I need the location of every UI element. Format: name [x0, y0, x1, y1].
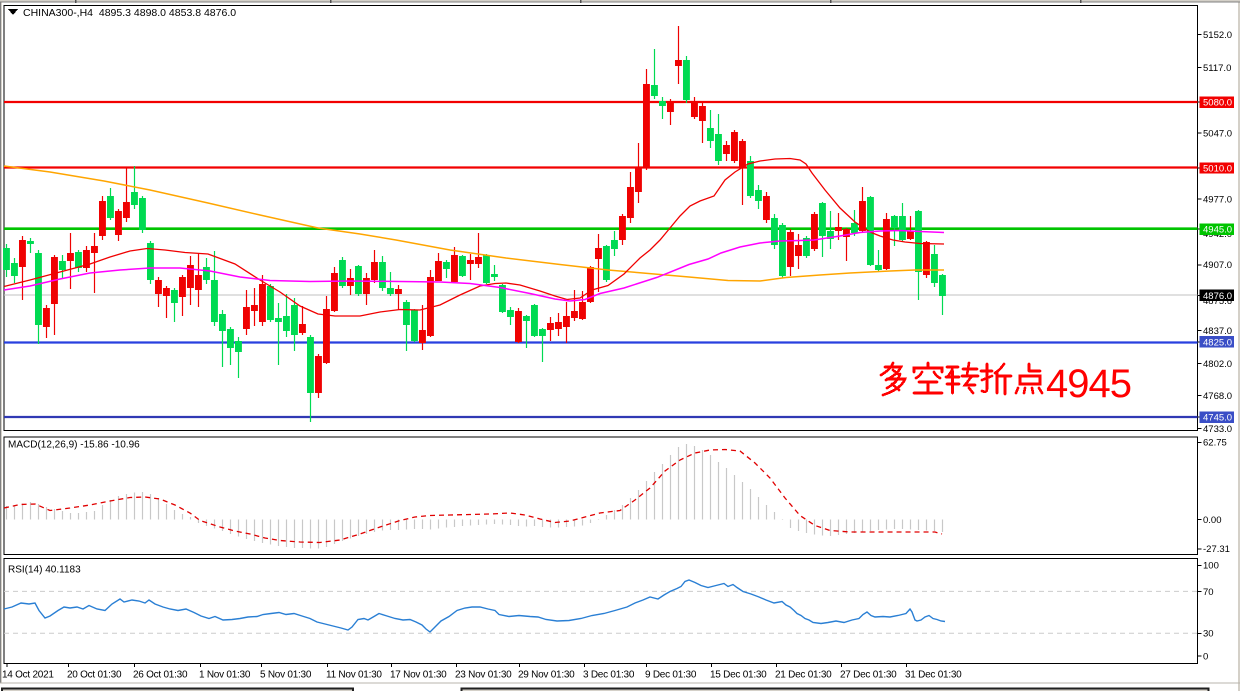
svg-text:9 Dec 01:30: 9 Dec 01:30 [645, 670, 697, 681]
svg-text:4768.0: 4768.0 [1203, 391, 1232, 402]
svg-text:26 Oct 01:30: 26 Oct 01:30 [133, 670, 188, 681]
svg-text:11 Nov 01:30: 11 Nov 01:30 [326, 670, 382, 681]
svg-text:5010.0: 5010.0 [1203, 163, 1232, 174]
svg-text:4875.6: 4875.6 [1203, 296, 1232, 307]
svg-text:4876.0: 4876.0 [1203, 291, 1232, 302]
svg-text:4837.0: 4837.0 [1203, 326, 1232, 337]
svg-text:4907.0: 4907.0 [1203, 260, 1232, 271]
svg-text:5047.0: 5047.0 [1203, 129, 1232, 140]
svg-text:30: 30 [1203, 629, 1214, 640]
svg-text:27 Dec 01:30: 27 Dec 01:30 [840, 670, 897, 681]
svg-text:4977.0: 4977.0 [1203, 194, 1232, 205]
svg-text:0: 0 [1203, 652, 1208, 663]
svg-text:CHINA300-,H4 4895.3 4898.0 48: CHINA300-,H4 4895.3 4898.0 4853.8 4876.0 [23, 7, 236, 19]
svg-text:62.75: 62.75 [1203, 438, 1227, 449]
svg-text:4945.0: 4945.0 [1203, 225, 1232, 236]
svg-text:5117.0: 5117.0 [1203, 63, 1231, 74]
svg-text:5080.0: 5080.0 [1203, 98, 1232, 109]
svg-text:0.00: 0.00 [1203, 515, 1222, 526]
svg-text:23 Nov 01:30: 23 Nov 01:30 [455, 670, 512, 681]
svg-text:20 Oct 01:30: 20 Oct 01:30 [67, 670, 122, 681]
svg-text:3 Dec 01:30: 3 Dec 01:30 [583, 670, 635, 681]
svg-text:RSI(14) 40.1183: RSI(14) 40.1183 [8, 565, 81, 576]
svg-text:14 Oct 2021: 14 Oct 2021 [2, 670, 54, 681]
svg-text:100: 100 [1203, 561, 1219, 572]
svg-text:29 Nov 01:30: 29 Nov 01:30 [518, 670, 575, 681]
svg-text:15 Dec 01:30: 15 Dec 01:30 [710, 670, 767, 681]
svg-text:31 Dec 01:30: 31 Dec 01:30 [905, 670, 962, 681]
svg-text:5 Nov 01:30: 5 Nov 01:30 [260, 670, 312, 681]
svg-text:4733.0: 4733.0 [1203, 424, 1232, 435]
svg-text:-27.31: -27.31 [1203, 544, 1230, 555]
svg-text:MACD(12,26,9) -15.86 -10.96: MACD(12,26,9) -15.86 -10.96 [8, 440, 140, 451]
svg-text:21 Dec 01:30: 21 Dec 01:30 [775, 670, 832, 681]
svg-text:4945: 4945 [1046, 362, 1131, 406]
svg-text:4745.0: 4745.0 [1203, 413, 1232, 424]
svg-text:17 Nov 01:30: 17 Nov 01:30 [390, 670, 447, 681]
svg-text:1 Nov 01:30: 1 Nov 01:30 [199, 670, 251, 681]
svg-text:4825.0: 4825.0 [1203, 337, 1232, 348]
svg-text:4802.0: 4802.0 [1203, 359, 1232, 370]
svg-text:5152.0: 5152.0 [1203, 30, 1232, 41]
svg-text:70: 70 [1203, 587, 1214, 598]
